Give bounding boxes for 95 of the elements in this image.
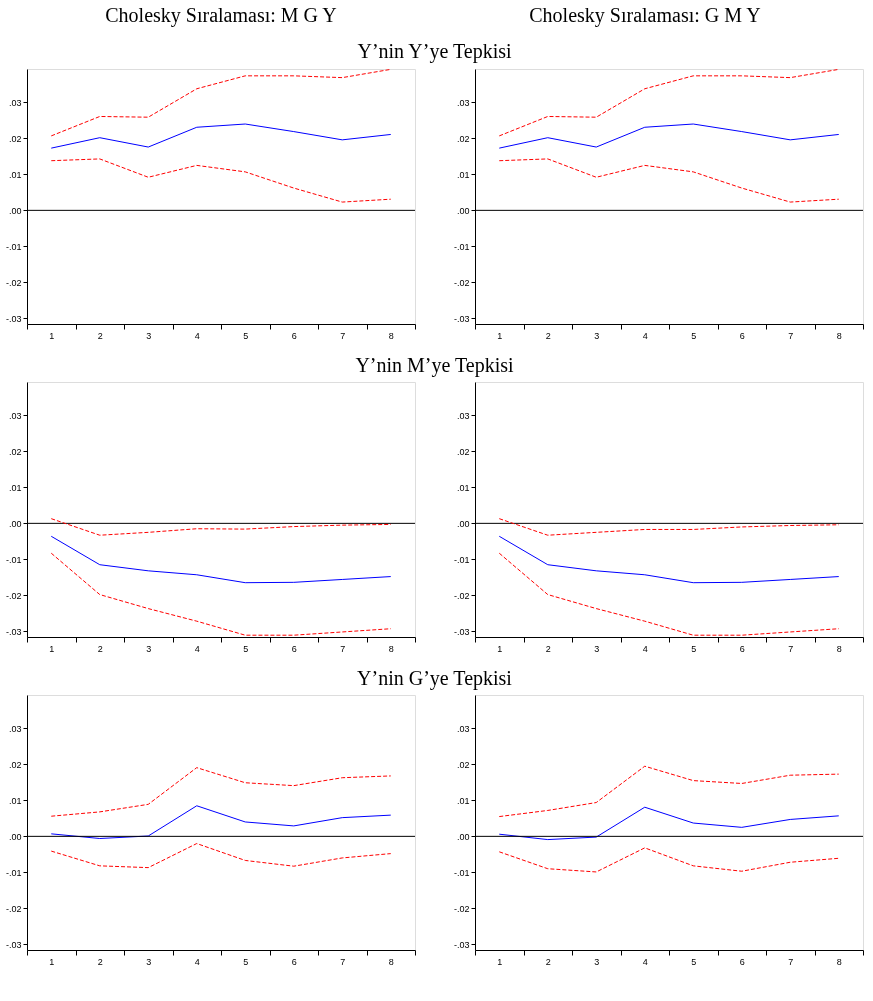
x-tick-label: 3 (146, 330, 152, 341)
x-tick-label: 4 (642, 643, 648, 654)
x-tick-label: 8 (388, 643, 394, 654)
x-tick-label: 6 (739, 643, 745, 654)
y-tick-label: .00 (8, 205, 22, 216)
x-tick-label: 4 (642, 330, 648, 341)
chart-title: Cholesky Sıralaması: G M Y (529, 4, 761, 27)
x-tick-label: 2 (545, 643, 551, 654)
y-tick-label: .02 (456, 133, 470, 144)
x-tick-label: 3 (594, 956, 600, 967)
x-tick-label: 5 (243, 956, 249, 967)
x-tick-label: 3 (594, 643, 600, 654)
x-tick-label: 4 (194, 643, 200, 654)
x-tick-label: 4 (194, 956, 200, 967)
x-tick-label: 8 (836, 330, 842, 341)
x-tick-label: 8 (836, 643, 842, 654)
x-tick-label: 3 (146, 956, 152, 967)
y-tick-label: .00 (8, 518, 22, 529)
y-tick-label: -.01 (5, 241, 22, 252)
y-tick-label: -.01 (5, 554, 22, 565)
x-tick-label: 1 (497, 956, 503, 967)
y-tick-label: .03 (8, 97, 22, 108)
y-tick-label: -.01 (5, 867, 22, 878)
x-tick-label: 7 (340, 330, 346, 341)
chart-subtitle: Y’nin Y’ye Tepkisi (357, 40, 512, 64)
x-tick-label: 8 (836, 956, 842, 967)
x-tick-label: 7 (788, 643, 794, 654)
x-tick-label: 7 (340, 956, 346, 967)
x-tick-label: 5 (243, 643, 249, 654)
y-tick-label: .00 (456, 518, 470, 529)
y-tick-label: .00 (456, 831, 470, 842)
x-tick-label: 2 (545, 330, 551, 341)
y-tick-label: .03 (456, 97, 470, 108)
x-tick-label: 2 (97, 330, 103, 341)
y-tick-label: .03 (8, 723, 22, 734)
y-tick-label: -.03 (453, 939, 470, 950)
y-tick-label: -.03 (5, 313, 22, 324)
y-tick-label: .02 (456, 759, 470, 770)
x-tick-label: 2 (97, 956, 103, 967)
y-tick-label: -.02 (5, 277, 22, 288)
y-tick-label: .01 (456, 482, 470, 493)
x-tick-label: 5 (691, 330, 697, 341)
x-tick-label: 1 (497, 330, 503, 341)
x-tick-label: 5 (691, 643, 697, 654)
y-tick-label: -.03 (5, 939, 22, 950)
y-tick-label: .03 (456, 723, 470, 734)
y-tick-label: .01 (8, 795, 22, 806)
y-tick-label: .01 (8, 169, 22, 180)
x-tick-label: 3 (146, 643, 152, 654)
y-tick-label: .02 (456, 446, 470, 457)
y-tick-label: .00 (8, 831, 22, 842)
x-tick-label: 1 (49, 330, 55, 341)
y-tick-label: .01 (456, 169, 470, 180)
y-tick-label: -.02 (453, 590, 470, 601)
y-tick-label: -.02 (453, 903, 470, 914)
x-tick-label: 7 (788, 956, 794, 967)
x-tick-label: 8 (388, 956, 394, 967)
chart-subtitle: Y’nin M’ye Tepkisi (355, 353, 515, 377)
y-tick-label: -.01 (453, 241, 470, 252)
x-tick-label: 2 (545, 956, 551, 967)
x-tick-label: 1 (49, 956, 55, 967)
x-tick-label: 6 (739, 956, 745, 967)
y-tick-label: .03 (8, 410, 22, 421)
y-tick-label: .02 (8, 446, 22, 457)
x-tick-label: 6 (291, 956, 297, 967)
x-tick-label: 1 (49, 643, 55, 654)
y-tick-label: -.02 (5, 903, 22, 914)
y-tick-label: .00 (456, 205, 470, 216)
y-tick-label: .02 (8, 133, 22, 144)
x-tick-label: 3 (594, 330, 600, 341)
y-tick-label: -.03 (453, 313, 470, 324)
y-tick-label: -.03 (5, 626, 22, 637)
y-tick-label: -.02 (5, 590, 22, 601)
x-tick-label: 4 (642, 956, 648, 967)
x-tick-label: 5 (691, 956, 697, 967)
y-tick-label: .03 (456, 410, 470, 421)
x-tick-label: 1 (497, 643, 503, 654)
y-tick-label: -.01 (453, 554, 470, 565)
y-tick-label: .01 (8, 482, 22, 493)
x-tick-label: 6 (739, 330, 745, 341)
x-tick-label: 6 (291, 643, 297, 654)
chart-subtitle: Y’nin G’ye Tepkisi (357, 666, 513, 690)
y-tick-label: .02 (8, 759, 22, 770)
y-tick-label: .01 (456, 795, 470, 806)
x-tick-label: 8 (388, 330, 394, 341)
x-tick-label: 7 (788, 330, 794, 341)
y-tick-label: -.02 (453, 277, 470, 288)
chart-title: Cholesky Sıralaması: M G Y (105, 4, 337, 27)
x-tick-label: 6 (291, 330, 297, 341)
x-tick-label: 7 (340, 643, 346, 654)
y-tick-label: -.03 (453, 626, 470, 637)
x-tick-label: 5 (243, 330, 249, 341)
x-tick-label: 4 (194, 330, 200, 341)
x-tick-label: 2 (97, 643, 103, 654)
y-tick-label: -.01 (453, 867, 470, 878)
